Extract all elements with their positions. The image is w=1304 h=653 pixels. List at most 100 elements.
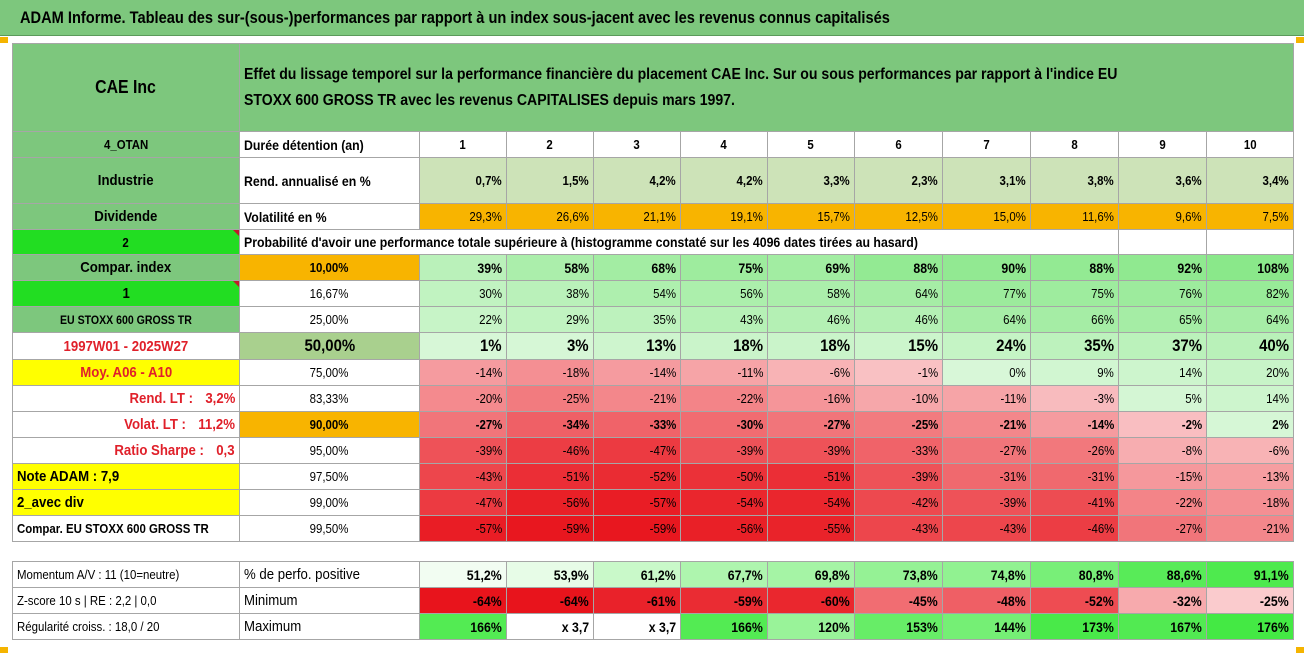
prob-value: -25% (853, 411, 943, 438)
prob-value-text: -39% (911, 469, 938, 484)
prob-value-text: 65% (1179, 312, 1202, 327)
prob-value-text: -47% (649, 443, 676, 458)
prob-value: -39% (853, 463, 943, 490)
max-label-text: Maximum (243, 618, 302, 635)
pos-value: 73,8% (853, 561, 943, 588)
rend-value: 4,2% (592, 157, 681, 204)
prob-value-text: -18% (1262, 495, 1289, 510)
rend-value-text: 4,2% (649, 173, 676, 188)
prob-value: -41% (1029, 489, 1119, 516)
group-label-text: 4_OTAN (103, 137, 149, 152)
prob-value-text: 58% (564, 259, 589, 276)
rend-value: 3,6% (1117, 157, 1207, 204)
corner-marker (1296, 37, 1304, 43)
prob-value-text: -33% (649, 417, 676, 432)
prob-row: Note ADAM : 7,9 97,50% -43% -51% -52% -50% -51… (12, 463, 1294, 490)
prob-value-text: 1% (480, 336, 502, 355)
threshold-text: 95,00% (310, 443, 349, 458)
side-label-value: 11,2% (198, 416, 235, 433)
prob-value-text: -26% (1087, 443, 1114, 458)
prob-value: 30% (418, 280, 507, 307)
side-label: 2_avec div (12, 489, 240, 516)
pos-value: 91,1% (1205, 561, 1294, 588)
max-value-text: x 3,7 (561, 618, 589, 635)
threshold: 75,00% (238, 359, 420, 386)
gap-cell (767, 541, 855, 562)
threshold-text: 50,00% (304, 336, 355, 355)
year-header: 1 (418, 131, 507, 158)
prob-value-text: -21% (1262, 521, 1289, 536)
min-value-text: -25% (1260, 592, 1289, 609)
pos-value-text: 67,7% (727, 566, 763, 583)
description: Effet du lissage temporel sur la perform… (238, 43, 1294, 132)
pos-value-text: 69,8% (814, 566, 850, 583)
min-value: -45% (853, 587, 943, 614)
description-line2: STOXX 600 GROSS TR avec les revenus CAPI… (243, 91, 735, 109)
prob-value-text: 35% (1083, 336, 1114, 355)
max-value: 176% (1205, 613, 1294, 640)
prob-value: -39% (418, 437, 507, 464)
min-value-text: -32% (1173, 592, 1202, 609)
prob-value: -30% (679, 411, 768, 438)
rend-value: 3,8% (1029, 157, 1119, 204)
prob-value-text: 15% (907, 336, 938, 355)
prob-value-text: -27% (999, 443, 1026, 458)
side-label-text: 2_avec div (17, 494, 84, 511)
prob-value: 64% (853, 280, 943, 307)
year-header-text: 6 (895, 137, 902, 152)
prob-value: 54% (592, 280, 681, 307)
prob-value-text: 69% (825, 259, 850, 276)
threshold: 99,00% (238, 489, 420, 516)
volat-row: Dividende Volatilité en % 29,3% 26,6% 21,1% 1… (12, 203, 1294, 230)
prob-value-text: 18% (732, 336, 763, 355)
prob-value: 3% (505, 332, 594, 360)
prob-value: -14% (1029, 411, 1119, 438)
volat-value: 21,1% (592, 203, 681, 230)
max-value: 144% (941, 613, 1031, 640)
prob-value: -8% (1117, 437, 1207, 464)
max-value-text: 153% (906, 618, 938, 635)
prob-value-text: -56% (736, 521, 763, 536)
threshold-text: 16,67% (310, 286, 349, 301)
prob-value: 39% (418, 254, 507, 281)
prob-value: -39% (679, 437, 768, 464)
prob-value-text: 2% (1272, 417, 1289, 432)
threshold-text: 10,00% (310, 260, 349, 275)
prob-value-text: -21% (999, 417, 1026, 432)
corner-marker (0, 37, 8, 43)
prob-value: 76% (1117, 280, 1207, 307)
gap-cell (593, 541, 681, 562)
prob-value-text: -27% (475, 417, 502, 432)
gap-cell (942, 541, 1031, 562)
pos-value-text: 53,9% (553, 566, 589, 583)
side-label-text: Moy. A06 - A10 (79, 364, 172, 381)
pos-value: 51,2% (418, 561, 507, 588)
prob-value-text: -46% (1087, 521, 1114, 536)
prob-value-text: -39% (736, 443, 763, 458)
volat-value-text: 19,1% (730, 209, 763, 224)
pos-value: 61,2% (592, 561, 681, 588)
prob-value-text: 68% (651, 259, 676, 276)
prob-value-text: 46% (915, 312, 938, 327)
rend-value: 4,2% (679, 157, 768, 204)
prob-value-text: 76% (1179, 286, 1202, 301)
prob-value: 108% (1205, 254, 1294, 281)
side-label-text: Rend. LT : 3,2% (129, 390, 235, 407)
prob-value: -21% (941, 411, 1031, 438)
gap-cell (1118, 541, 1207, 562)
side-label-value: 3,2% (204, 390, 235, 407)
prob-value: -13% (1205, 463, 1294, 490)
tag-2: 2 (12, 229, 240, 255)
prob-value-text: -22% (736, 391, 763, 406)
report-title: ADAM Informe. Tableau des sur-(sous-)per… (20, 8, 890, 27)
prob-value-text: -15% (1175, 469, 1202, 484)
year-header: 3 (592, 131, 681, 158)
max-value-text: 176% (1257, 618, 1289, 635)
prob-value-text: -59% (562, 521, 589, 536)
side-label: 1 (12, 280, 240, 307)
indicator-label: Z-score 10 s | RE : 2,2 | 0,0 (12, 587, 240, 614)
threshold-text: 90,00% (310, 417, 349, 432)
proba-title-text: Probabilité d'avoir une performance tota… (243, 234, 918, 250)
max-value: 173% (1029, 613, 1119, 640)
prob-row: 1997W01 - 2025W27 50,00% 1% 3% 13% 18% 18% 15% 2… (12, 332, 1294, 360)
